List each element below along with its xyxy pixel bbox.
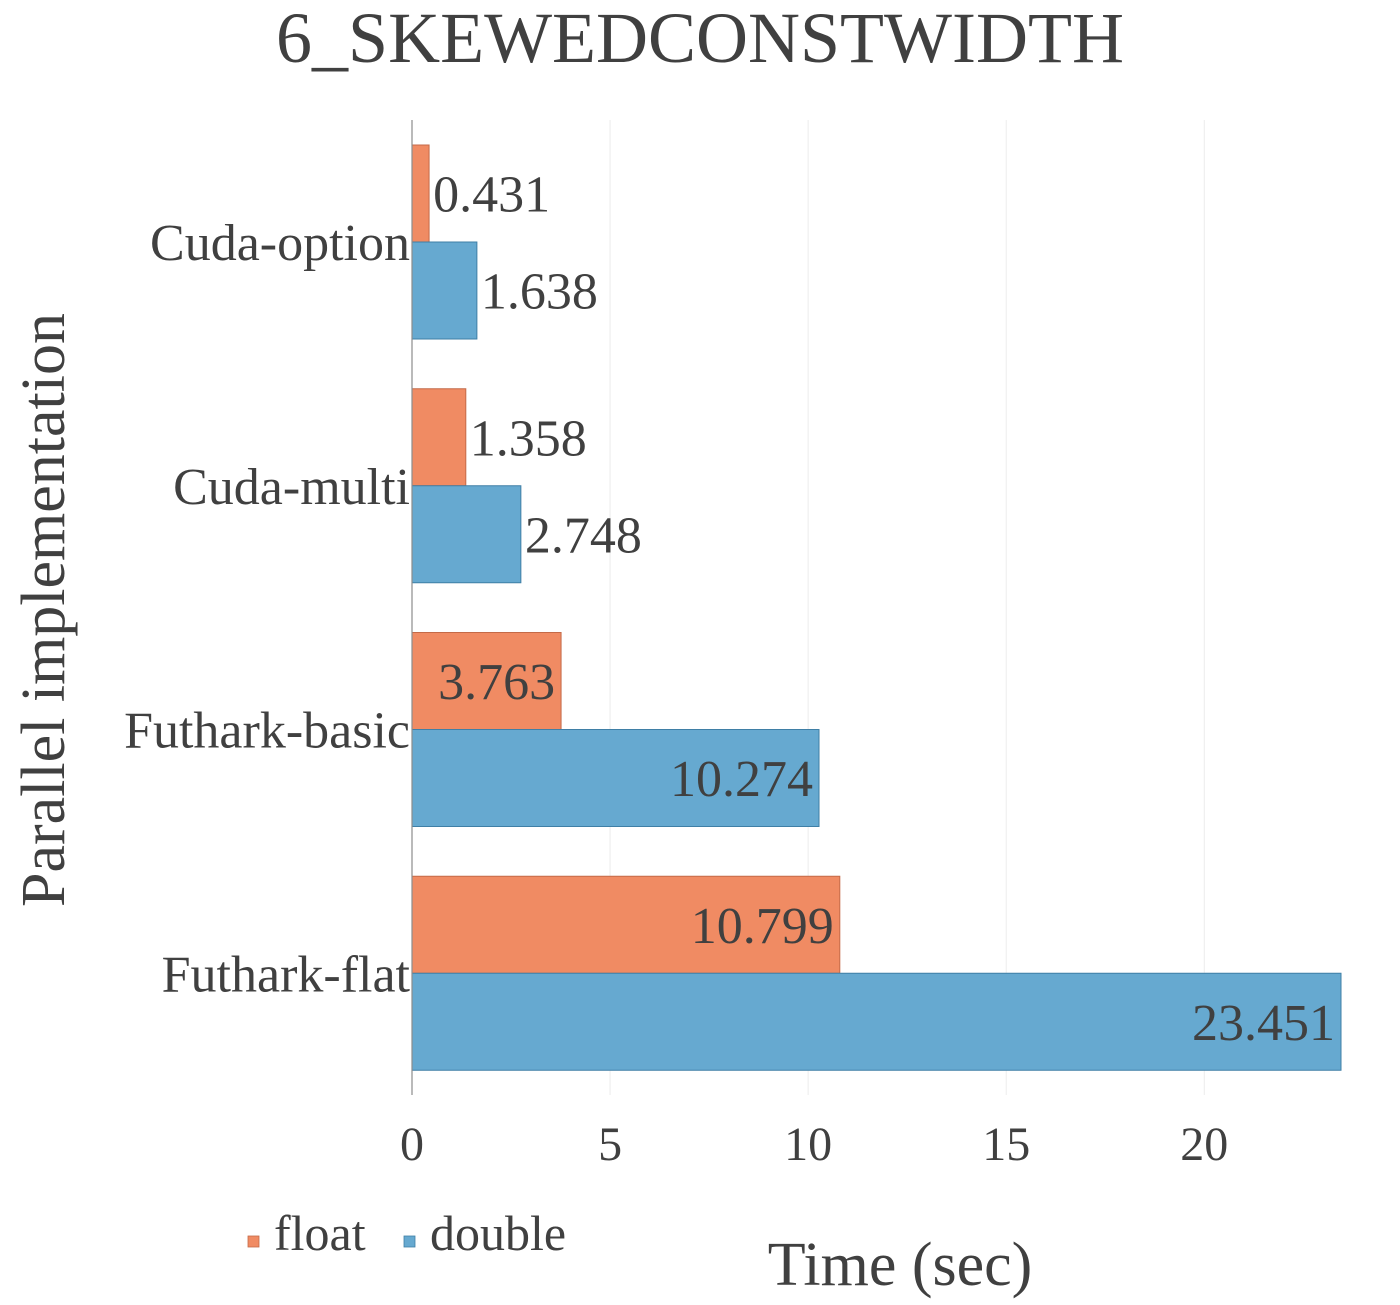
bar-double [411,241,478,340]
category-label: Futhark-flat [162,946,411,1003]
label-layer: 0 5 10 15 20 Cuda-option 0.431 1.638 Cuda-multi 1… [124,167,1335,1172]
x-axis-title: Time (sec) [768,1231,1033,1299]
legend: float double [247,1205,566,1261]
bar-float [411,388,467,487]
x-tick-label: 10 [784,1118,832,1171]
legend-label-float: float [274,1205,366,1261]
data-label-double: 10.274 [670,751,813,808]
data-label-double: 1.638 [481,264,598,321]
x-tick-label: 20 [1180,1118,1228,1171]
bar-float [411,875,841,974]
x-tick-label: 0 [400,1118,424,1171]
data-label-float: 0.431 [433,167,550,224]
x-tick-label: 5 [598,1118,622,1171]
bar-float [411,144,430,243]
data-label-float: 10.799 [691,898,834,955]
category-label: Cuda-option [150,215,410,272]
bar-double [411,729,820,827]
bar-double [411,972,1342,1071]
x-tick-label: 15 [982,1118,1030,1171]
data-label-double: 23.451 [1192,995,1335,1052]
category-label: Futhark-basic [124,703,410,760]
chart-title: 6_SKEWEDCONSTWIDTH [276,0,1124,78]
y-axis-title: Parallel implementation [10,313,78,907]
legend-label-double: double [430,1205,566,1261]
bar-double [411,485,522,584]
data-label-double: 2.748 [525,507,642,564]
bar-layer [411,144,1342,1071]
category-label: Cuda-multi [173,459,410,516]
legend-swatch-double [403,1235,416,1248]
legend-swatch-float [247,1235,260,1248]
bar-float [411,632,562,730]
data-label-float: 3.763 [438,654,555,711]
data-label-float: 1.358 [470,410,587,467]
